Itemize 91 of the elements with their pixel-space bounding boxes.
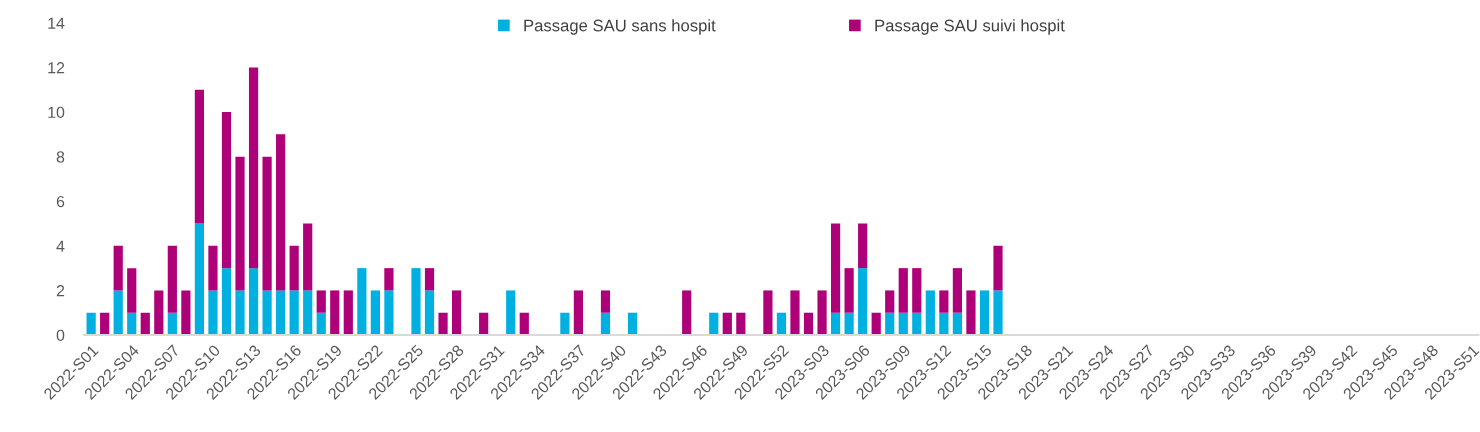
bar [276, 290, 286, 336]
bar [776, 312, 787, 336]
y-tick-label: 6 [56, 195, 65, 208]
bar [925, 290, 935, 336]
bar [506, 290, 516, 336]
bar [966, 290, 976, 336]
y-tick-label: 0 [56, 329, 65, 341]
y-tick-label: 2 [56, 285, 65, 297]
bar [885, 290, 895, 313]
bar [830, 223, 841, 313]
bar [181, 290, 191, 336]
bar [979, 290, 990, 336]
legend-label: Passage SAU suivi hospit [875, 19, 1065, 35]
bar [262, 290, 272, 336]
bar [276, 134, 286, 291]
bar [993, 290, 1003, 336]
bar [451, 290, 462, 336]
bar [384, 268, 394, 291]
bar [844, 268, 854, 313]
bar [912, 312, 922, 336]
bar [519, 312, 529, 336]
bar [248, 268, 259, 336]
bar [113, 245, 123, 291]
bar [127, 312, 137, 336]
y-tick-label: 8 [56, 151, 65, 163]
bar [221, 268, 232, 336]
bar [208, 290, 218, 336]
bar [411, 268, 421, 336]
bar [316, 290, 326, 313]
bar [208, 245, 218, 291]
bar [682, 290, 692, 336]
bar [939, 312, 949, 336]
y-tick-label: 10 [48, 106, 65, 119]
bar [316, 312, 326, 336]
bar [912, 268, 922, 313]
bar [722, 312, 732, 336]
bar [167, 245, 177, 313]
bar [844, 312, 854, 336]
bar [573, 290, 584, 336]
bar [370, 290, 380, 336]
bar [113, 290, 123, 336]
y-tick-label: 14 [48, 17, 65, 29]
y-tick-label: 4 [56, 240, 65, 252]
bar [127, 268, 137, 313]
bar [330, 290, 340, 336]
bar [194, 89, 205, 224]
bar [479, 312, 489, 336]
bar [384, 290, 394, 336]
y-tick-label: 12 [48, 62, 65, 74]
bar [303, 223, 313, 291]
bar [357, 268, 367, 336]
bar [235, 156, 245, 291]
bar [627, 312, 638, 336]
bar [803, 312, 814, 336]
bar [235, 290, 245, 336]
bar [871, 312, 881, 336]
bar [140, 312, 150, 336]
bar [817, 290, 827, 336]
bar [600, 312, 611, 336]
bar [262, 156, 272, 291]
bar [289, 245, 299, 291]
bar [289, 290, 299, 336]
bar [343, 290, 353, 336]
bar [898, 268, 908, 313]
bar [424, 290, 435, 336]
bar [736, 312, 746, 336]
bar [763, 290, 773, 336]
bar [100, 312, 110, 336]
bar [154, 290, 164, 336]
bar [560, 312, 570, 336]
bar [194, 223, 205, 336]
bar [952, 312, 962, 336]
bar [86, 312, 96, 336]
bar [858, 223, 868, 269]
bar [248, 67, 259, 269]
bar [600, 290, 611, 313]
bar [939, 290, 949, 313]
bar [885, 312, 895, 336]
bar [993, 245, 1003, 291]
bar [898, 312, 908, 336]
bar [709, 312, 719, 336]
bar [790, 290, 800, 336]
bar [424, 268, 435, 291]
bar [830, 312, 841, 336]
legend-label: Passage SAU sans hospit [524, 19, 716, 35]
bar [167, 312, 177, 336]
bar [303, 290, 313, 336]
bar [952, 268, 962, 313]
bar [221, 112, 232, 269]
bar [438, 312, 448, 336]
bar [858, 268, 868, 336]
